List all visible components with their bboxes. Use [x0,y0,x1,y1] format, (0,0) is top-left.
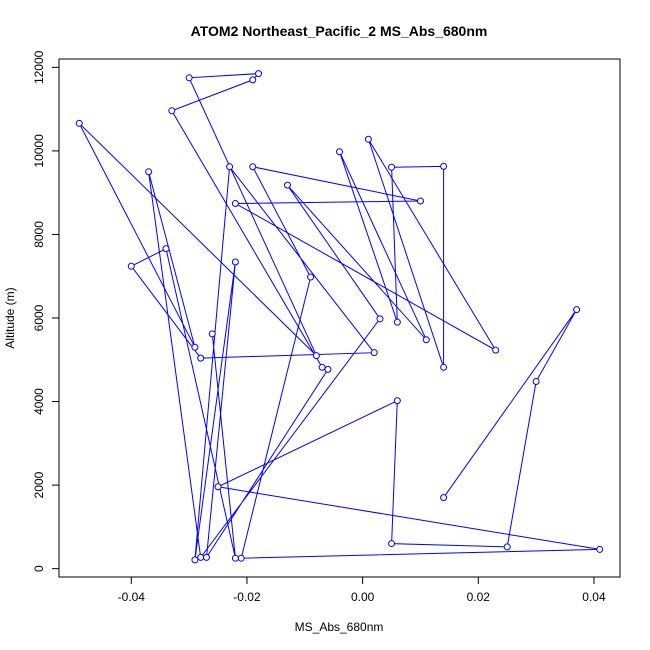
data-point [231,200,239,208]
data-point [336,148,343,156]
data-point [364,135,372,143]
data-point [162,245,170,253]
chart-title: ATOM2 Northeast_Pacific_2 MS_Abs_680nm [191,23,488,39]
data-point [422,336,430,344]
data-point [127,262,135,270]
x-axis: -0.04 -0.02 0.00 0.02 0.04 [118,577,606,604]
data-point [370,349,378,357]
data-point [440,162,448,170]
data-point [185,74,193,82]
y-tick-label: 6000 [32,304,46,331]
y-tick-label: 0 [32,565,46,572]
y-tick-label: 8000 [32,221,46,248]
x-tick-label: -0.04 [118,590,146,604]
data-point [312,352,320,360]
y-axis: 0 2000 4000 6000 8000 10000 12000 [32,50,59,572]
data-point [208,330,216,338]
data-point [231,554,239,562]
data-point [388,540,396,548]
data-point [393,397,401,405]
data-point [318,363,326,371]
data-point [503,543,511,551]
data-point [596,545,604,553]
data-point [573,306,581,314]
data-point [255,70,263,78]
data-point [393,318,401,326]
data-point [191,556,199,564]
x-tick-label: 0.00 [351,590,375,604]
data-point [197,553,205,561]
plot-frame [58,58,621,578]
y-tick-label: 10000 [32,134,46,168]
data-point [307,273,315,281]
x-tick-label: -0.02 [233,590,261,604]
data-point [75,119,83,127]
data-point [197,354,205,362]
data-point [226,163,234,171]
y-axis-label: Altitude (m) [3,287,17,348]
data-point [249,163,257,171]
plot-area [75,70,604,564]
data-point [283,181,291,189]
data-point [237,554,245,562]
data-point [324,365,332,373]
y-tick-label: 4000 [32,388,46,415]
data-point [532,377,540,385]
data-point [145,168,153,176]
data-point [388,163,396,171]
x-tick-label: 0.02 [467,590,491,604]
data-point [231,258,239,266]
data-point [249,76,257,84]
data-point [416,197,424,205]
data-point [492,346,500,354]
y-tick-label: 2000 [32,471,46,498]
data-point [168,107,176,115]
series-line [78,73,600,560]
y-tick-label: 12000 [32,50,46,84]
x-axis-label: MS_Abs_680nm [295,620,384,634]
data-point [440,494,448,502]
data-point [440,363,448,371]
data-point [376,315,384,323]
data-point [191,343,199,351]
data-point [214,483,222,491]
data-point [202,553,210,561]
x-tick-label: 0.04 [582,590,606,604]
